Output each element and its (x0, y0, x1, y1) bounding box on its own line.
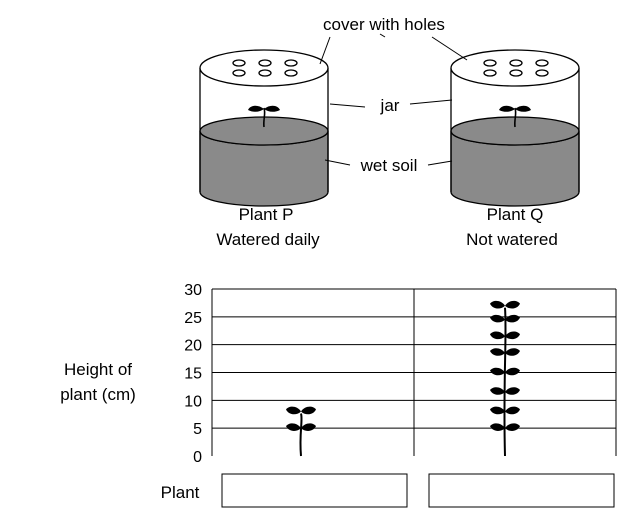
y-tick-label-20: 20 (184, 338, 202, 355)
plant-2-leaf-right-7 (505, 300, 520, 309)
plant-2-leaf-left-2 (490, 387, 505, 395)
plant-2-leaf-right-0 (505, 423, 520, 431)
plant-2-leaf-left-4 (490, 348, 505, 356)
y-tick-label-0: 0 (193, 449, 202, 466)
plant-2-leaf-right-3 (505, 367, 520, 376)
plant-q-name: Plant Q (487, 205, 544, 224)
y-tick-label-25: 25 (184, 310, 202, 327)
plant-1-leaf-right-0 (301, 423, 316, 431)
plant-2-leaf-right-1 (505, 406, 520, 415)
plant-answer-box-2[interactable] (428, 473, 615, 508)
y-tick-label-5: 5 (193, 421, 202, 438)
y-tick-label-30: 30 (184, 282, 202, 299)
y-axis-label-line2: plant (cm) (60, 385, 136, 404)
plant-p-condition: Watered daily (216, 230, 320, 249)
plant-answer-box-1[interactable] (221, 473, 408, 508)
plant-2-leaf-left-1 (490, 406, 505, 415)
cover-q (450, 49, 580, 87)
cover-label: cover with holes (323, 15, 445, 34)
plant-2-leaf-left-3 (490, 367, 505, 376)
height-chart: 0 5 10 15 20 25 30 (184, 282, 617, 466)
plant-2-leaf-right-2 (505, 387, 520, 395)
plant-2-leaf-left-0 (490, 423, 505, 431)
plant-stem-2 (503, 307, 507, 457)
leader-lines (319, 33, 468, 166)
plant-1-leaf-right-1 (301, 406, 316, 415)
y-tick-label-10: 10 (184, 393, 202, 410)
plant-2-leaf-left-5 (490, 331, 505, 340)
plant-2-leaf-left-7 (490, 300, 505, 309)
plant-2-leaf-right-4 (505, 348, 520, 356)
plant-2-leaf-left-6 (490, 314, 505, 323)
plant-q-condition: Not watered (466, 230, 558, 249)
plant-1-leaf-left-1 (286, 406, 301, 415)
seedling-q (499, 105, 531, 128)
y-axis-label-line1: Height of (64, 360, 132, 379)
jar-q (450, 49, 580, 207)
jar-label: jar (380, 96, 400, 115)
y-tick-label-15: 15 (184, 366, 202, 383)
cover-holes-p (232, 59, 298, 77)
plant-stem-1 (299, 413, 303, 457)
plant-1-leaf-left-0 (286, 423, 301, 431)
plant-2-leaf-right-5 (505, 331, 520, 340)
cover-holes-q (483, 59, 549, 77)
plant-2-leaf-right-6 (505, 314, 520, 323)
x-axis-label: Plant (161, 483, 200, 502)
seedling-p (248, 105, 280, 128)
wet-soil-label: wet soil (360, 156, 418, 175)
cover-p (199, 49, 329, 87)
plant-p-name: Plant P (239, 205, 294, 224)
jar-p (199, 49, 329, 207)
